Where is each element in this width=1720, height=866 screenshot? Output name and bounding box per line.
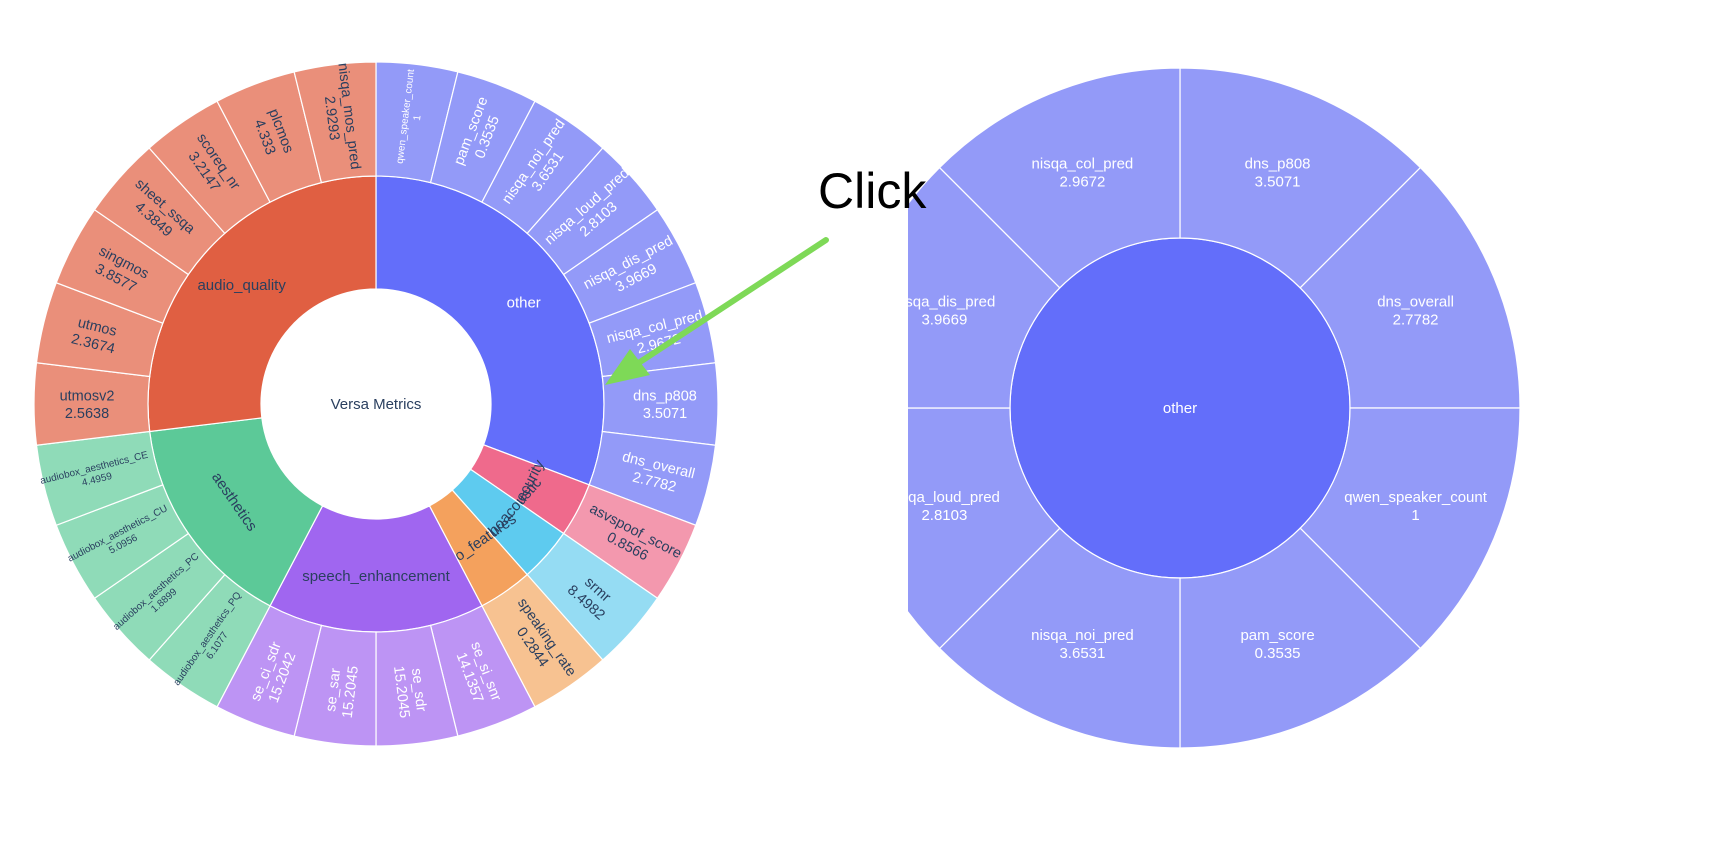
leaf-label-nisqa-dis-pred: nisqa_dis_pred3.9669 [908,294,995,329]
leaf-nisqa-col-pred[interactable] [938,67,1181,289]
sector-label-speech-enhancement: speech_enhancement [302,568,450,585]
sunburst-root-label: Versa Metrics [331,396,422,413]
leaf-nisqa-mos-pred[interactable] [293,61,377,184]
sector-label-audio-quality: audio_quality [197,277,286,294]
leaf-dns-p808[interactable] [1179,67,1422,289]
leaf-dns-overall[interactable] [1299,166,1521,409]
leaf-label-utmos: utmos2.3674 [70,314,121,357]
leaf-label-dns-p808: dns_p808 3.5071 [633,388,697,421]
leaf-qwen-speaker-count[interactable] [1299,407,1521,650]
leaf-nisqa-loud-pred[interactable] [908,407,1061,650]
leaf-label-dns-p808: dns_p808 3.5071 [1245,156,1311,191]
leaf-label-se-sar: se_sar15.2045 [322,663,361,719]
leaf-label-se-sdr: se_sdr15.2045 [390,663,429,719]
leaf-label-utmosv2: utmosv2 2.5638 [60,388,115,421]
sector-label-other: other [507,294,541,311]
leaf-nisqa-dis-pred[interactable] [908,166,1061,409]
click-annotation: Click [818,163,927,219]
overview-sunburst-panel: Versa Metrics other qwen_speaker_count1 pam… [0,0,840,835]
leaf-nisqa-noi-pred[interactable] [938,527,1181,749]
leaf-label-nisqa-loud-pred: nisqa_loud_pred2.8103 [908,489,1000,524]
leaf-pam-score[interactable] [1179,527,1422,749]
sunburst-root-label: other [1163,400,1197,417]
drilldown-sunburst: other dns_p808 3.5071 dns_overall 2.7782qwen… [908,67,1521,749]
